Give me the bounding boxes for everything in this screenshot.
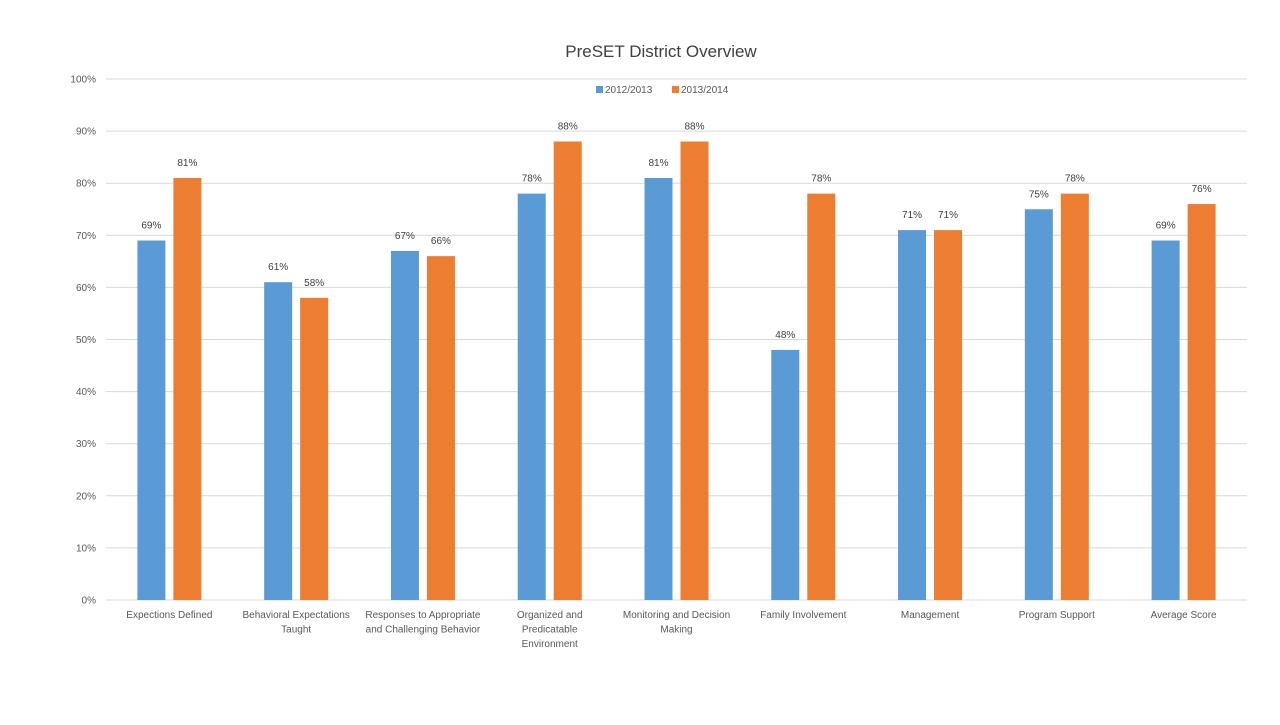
data-label: 75% <box>1029 189 1049 200</box>
data-label: 48% <box>775 330 795 341</box>
category-label: Average Score <box>1151 610 1217 621</box>
bar-2012-2013 <box>390 250 419 600</box>
y-tick-label: 60% <box>76 283 96 294</box>
bar-2013-2014 <box>934 230 963 600</box>
bar-2012-2013 <box>898 230 927 600</box>
bar-2013-2014 <box>426 256 455 600</box>
bar-2012-2013 <box>137 240 166 600</box>
data-label: 71% <box>938 210 958 221</box>
category-label: Program Support <box>1019 610 1095 621</box>
category-label: Behavioral Expectations Taught <box>243 610 350 636</box>
data-label: 76% <box>1192 184 1212 195</box>
bar-2013-2014 <box>173 177 202 601</box>
category-label-line: and Challenging Behavior <box>366 625 481 636</box>
y-tick-label: 0% <box>82 596 97 607</box>
category-label-line: Responses to Appropriate <box>365 610 481 621</box>
category-label: Family Involvement <box>760 610 846 621</box>
data-label: 78% <box>1065 174 1085 185</box>
bar-2013-2014 <box>680 141 709 600</box>
bars <box>137 141 1216 601</box>
y-tick-label: 20% <box>76 491 96 502</box>
data-label: 88% <box>558 122 578 133</box>
x-axis: Expections Defined Behavioral Expectation… <box>126 610 1217 650</box>
data-label: 67% <box>395 231 415 242</box>
category-label: Responses to Appropriate and Challenging … <box>365 610 481 636</box>
category-label: Monitoring and Decision Making <box>623 610 730 636</box>
bar-2012-2013 <box>517 193 546 600</box>
legend-label: 2013/2014 <box>681 85 729 96</box>
bar-2013-2014 <box>807 193 836 600</box>
data-labels: 69% 81% 61% 58% 67% 66% 78% 88% 81% 88% 48% 78% 71% 7… <box>141 122 1211 341</box>
category-label-line: Taught <box>281 625 311 636</box>
legend: 2012/2013 2013/2014 <box>596 85 729 96</box>
data-label: 88% <box>684 122 704 133</box>
data-label: 78% <box>522 174 542 185</box>
bar-2012-2013 <box>264 282 293 600</box>
y-tick-label: 50% <box>76 335 96 346</box>
category-label: Management <box>901 610 960 621</box>
bar-2012-2013 <box>1151 240 1180 600</box>
category-label-line: Behavioral Expectations <box>243 610 350 621</box>
category-label-line: Predicatable <box>522 625 578 636</box>
data-label: 66% <box>431 236 451 247</box>
legend-swatch <box>672 86 679 93</box>
category-label-line: Organized and <box>517 610 583 621</box>
y-tick-label: 90% <box>76 127 96 138</box>
y-tick-label: 100% <box>70 75 96 86</box>
y-tick-label: 40% <box>76 387 96 398</box>
category-label-line: Making <box>660 625 692 636</box>
bar-2012-2013 <box>644 177 673 601</box>
category-label-line: Monitoring and Decision <box>623 610 730 621</box>
data-label: 69% <box>141 221 161 232</box>
legend-swatch <box>596 86 603 93</box>
bar-2013-2014 <box>553 141 582 600</box>
data-label: 69% <box>1156 221 1176 232</box>
data-label: 81% <box>648 158 668 169</box>
y-tick-label: 80% <box>76 179 96 190</box>
category-label-line: Expections Defined <box>126 610 212 621</box>
category-label-line: Family Involvement <box>760 610 846 621</box>
y-tick-label: 10% <box>76 543 96 554</box>
category-label-line: Management <box>901 610 960 621</box>
category-label-line: Average Score <box>1151 610 1217 621</box>
data-label: 81% <box>177 158 197 169</box>
data-label: 78% <box>811 174 831 185</box>
legend-label: 2012/2013 <box>605 85 653 96</box>
data-label: 71% <box>902 210 922 221</box>
chart-title: PreSET District Overview <box>565 42 757 61</box>
bar-2013-2014 <box>1187 204 1216 601</box>
bar-2012-2013 <box>1024 209 1053 600</box>
y-tick-label: 70% <box>76 231 96 242</box>
y-axis: 0% 10% 20% 30% 40% 50% 60% 70% 80% 90% 100% <box>70 75 96 607</box>
gridlines <box>106 78 1247 601</box>
y-tick-label: 30% <box>76 439 96 450</box>
category-label: Expections Defined <box>126 610 212 621</box>
category-label: Organized and Predicatable Environment <box>517 610 583 650</box>
data-label: 61% <box>268 262 288 273</box>
category-label-line: Program Support <box>1019 610 1095 621</box>
bar-2012-2013 <box>771 349 800 600</box>
bar-2013-2014 <box>1060 193 1089 600</box>
category-label-line: Environment <box>522 639 578 650</box>
bar-2013-2014 <box>300 297 329 600</box>
data-label: 58% <box>304 278 324 289</box>
